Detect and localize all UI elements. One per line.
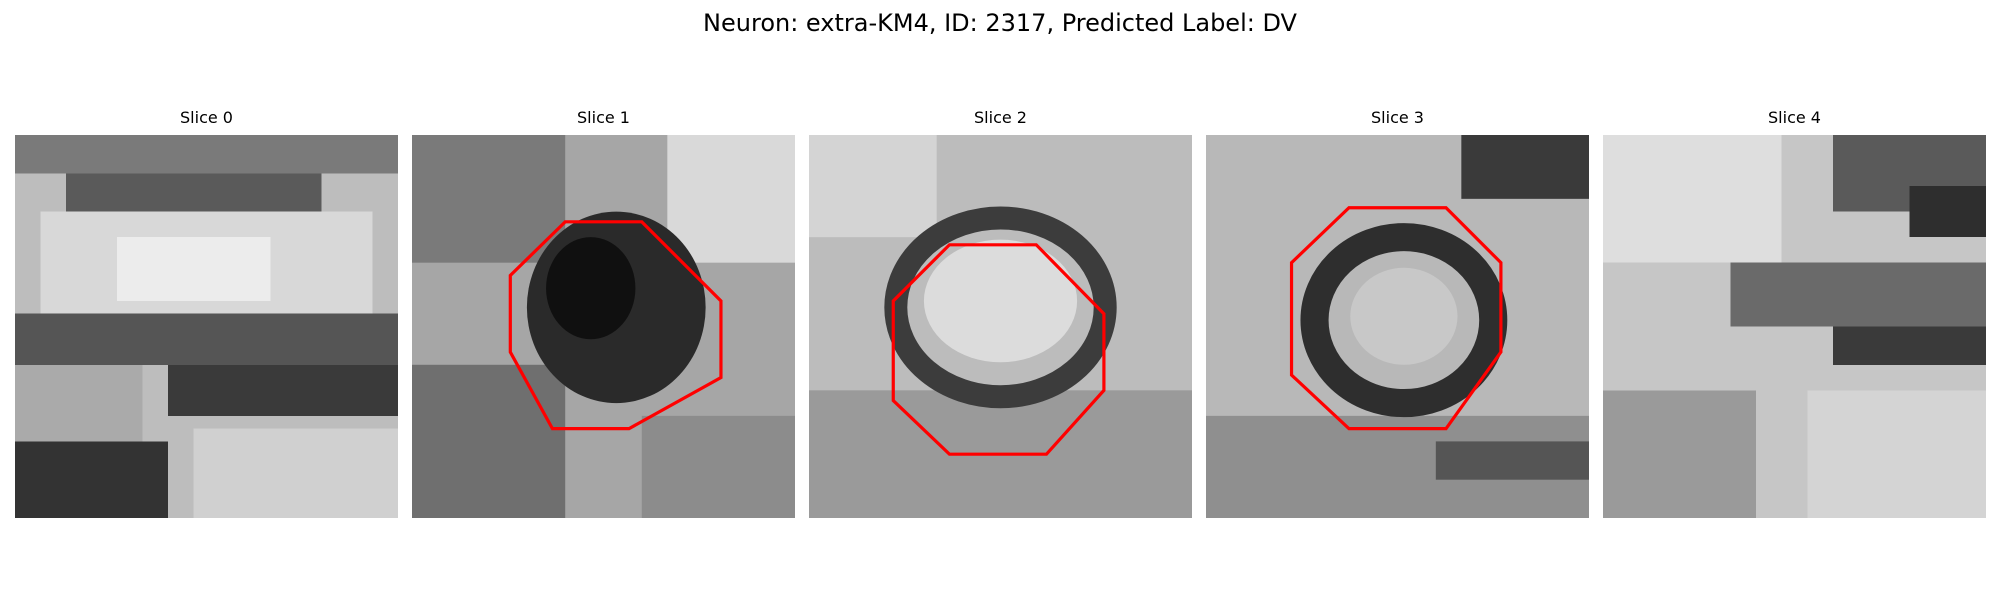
slice-panel-0: Slice 0 <box>15 108 398 518</box>
slice-title: Slice 0 <box>180 108 233 127</box>
roi-octagon <box>1289 206 1503 431</box>
slice-image-3 <box>1206 135 1589 518</box>
slice-panel-2: Slice 2 <box>809 108 1192 518</box>
slice-image-2 <box>809 135 1192 518</box>
roi-octagon <box>508 220 723 431</box>
slice-title: Slice 2 <box>974 108 1027 127</box>
slice-panel-3: Slice 3 <box>1206 108 1589 518</box>
figure-title: Neuron: extra-KM4, ID: 2317, Predicted L… <box>703 9 1297 37</box>
slice-image-4 <box>1603 135 1986 518</box>
slice-image-1 <box>412 135 795 518</box>
slice-title: Slice 4 <box>1768 108 1821 127</box>
slice-title: Slice 1 <box>577 108 630 127</box>
slice-image-0 <box>15 135 398 518</box>
slice-panel-4: Slice 4 <box>1603 108 1986 518</box>
roi-octagon <box>891 243 1106 456</box>
slice-panel-1: Slice 1 <box>412 108 795 518</box>
slice-title: Slice 3 <box>1371 108 1424 127</box>
